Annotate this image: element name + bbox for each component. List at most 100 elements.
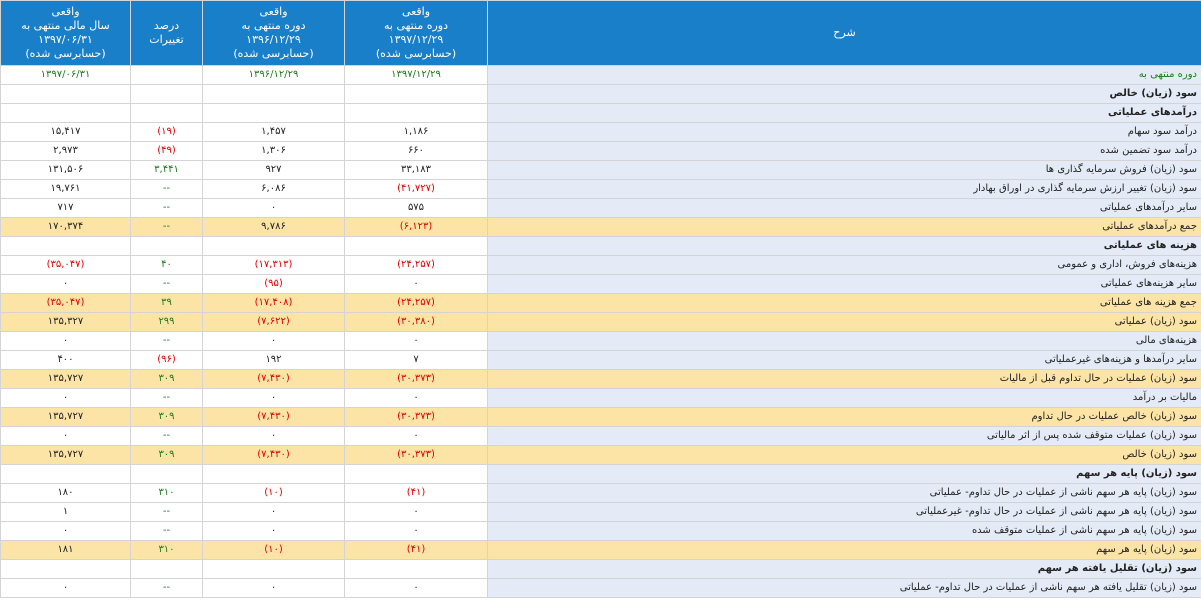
table-row: جمع هزینه های عملیاتی (۲۴,۲۵۷) (۱۷,۴۰۸) ۳۹(…: [0, 293, 1201, 313]
cell-change-percent: (۹۶): [130, 350, 203, 370]
cell-fiscal-year: ۱۳۱,۵۰۶: [0, 160, 131, 180]
cell-current-period: ۰: [344, 578, 488, 598]
row-label: سایر درآمدهای عملیاتی: [487, 198, 1201, 218]
header-line: ۱۳۹۷/۰۶/۳۱: [38, 33, 93, 46]
cell-fiscal-year: ۴۰۰: [0, 350, 131, 370]
cell-current-period: (۴۱): [344, 540, 488, 560]
cell-fiscal-year: ۱۸۱: [0, 540, 131, 560]
header-description[interactable]: شرح: [487, 0, 1201, 66]
table-row: سایر درآمدها و هزینه‌های غیرعملیاتی ۷ ۱۹۲(…: [0, 350, 1201, 370]
table-row: جمع درآمدهای عملیاتی (۶,۱۲۳) ۹,۷۸۶ -- ۱۷۰,۳۷…: [0, 217, 1201, 237]
cell-current-period: (۲۴,۲۵۷): [344, 293, 488, 313]
cell-current-period: ۷: [344, 350, 488, 370]
cell-current-period: ۰: [344, 426, 488, 446]
cell-change-percent: (۱۹): [130, 122, 203, 142]
header-change-percent[interactable]: درصد تغییرات: [130, 0, 203, 66]
table-row: مالیات بر درآمد ۰ ۰ -- ۰: [0, 388, 1201, 408]
cell-previous-period: ۱۳۹۶/۱۲/۲۹: [202, 65, 345, 85]
table-row: درآمد سود سهام ۱,۱۸۶ ۱,۴۵۷ (۱۹) ۱۵,۴۱۷: [0, 122, 1201, 142]
cell-fiscal-year: ۱: [0, 502, 131, 522]
table-row: سود (زیان) پایه هر سهم: [0, 464, 1201, 484]
row-label: سود (زیان) عملیاتی: [487, 312, 1201, 332]
header-line: (حسابرسی شده): [233, 47, 314, 60]
table-row: هزینه‌های مالی ۰ ۰ -- ۰: [0, 331, 1201, 351]
cell-current-period: ۱۳۹۷/۱۲/۲۹: [344, 65, 488, 85]
row-label: سایر درآمدها و هزینه‌های غیرعملیاتی: [487, 350, 1201, 370]
header-line: (حسابرسی شده): [25, 47, 106, 60]
cell-fiscal-year: [0, 559, 131, 579]
cell-fiscal-year: (۳۵,۰۴۷): [0, 255, 131, 275]
cell-previous-period: (۱۰): [202, 540, 345, 560]
row-label: سود (زیان) پایه هر سهم ناشی از عملیات مت…: [487, 521, 1201, 541]
cell-previous-period: ۰: [202, 502, 345, 522]
cell-current-period: ۵۷۵: [344, 198, 488, 218]
header-previous-period[interactable]: واقعی دوره منتهی به ۱۳۹۶/۱۲/۲۹ (حسابرسی …: [202, 0, 345, 66]
cell-previous-period: (۷,۴۳۰): [202, 445, 345, 465]
cell-previous-period: (۷,۶۲۲): [202, 312, 345, 332]
cell-previous-period: [202, 84, 345, 104]
cell-fiscal-year: ۱۳۵,۷۲۷: [0, 369, 131, 389]
table-row: درآمد سود تضمین شده ۶۶۰ ۱,۳۰۶ (۴۹) ۲,۹۷۳: [0, 141, 1201, 161]
cell-current-period: ۳۳,۱۸۳: [344, 160, 488, 180]
cell-previous-period: [202, 236, 345, 256]
table-row: سود (زیان) پایه هر سهم (۴۱) (۱۰) ۳۱۰ ۱۸۱: [0, 540, 1201, 560]
row-label: سود (زیان) خالص عملیات در حال تداوم: [487, 407, 1201, 427]
header-line: ۱۳۹۷/۱۲/۲۹: [388, 33, 444, 46]
row-label: هزینه‌های فروش، اداری و عمومی: [487, 255, 1201, 275]
header-line: تغییرات: [149, 33, 184, 46]
row-label: جمع هزینه های عملیاتی: [487, 293, 1201, 313]
header-line: دوره منتهی به: [383, 19, 448, 32]
table-row: سود (زیان) فروش سرمایه گذاری ها ۳۳,۱۸۳ ۹۲۷…: [0, 160, 1201, 180]
cell-fiscal-year: (۳۵,۰۴۷): [0, 293, 131, 313]
cell-fiscal-year: ۱۷۰,۳۷۴: [0, 217, 131, 237]
cell-current-period: (۶,۱۲۳): [344, 217, 488, 237]
table-row: سود (زیان) تغییر ارزش سرمایه گذاری در او…: [0, 179, 1201, 199]
cell-previous-period: ۰: [202, 388, 345, 408]
cell-change-percent: --: [130, 426, 203, 446]
header-line: ۱۳۹۶/۱۲/۲۹: [246, 33, 301, 46]
row-label: سود (زیان) پایه هر سهم: [487, 464, 1201, 484]
cell-current-period: (۴۱): [344, 483, 488, 503]
table-row: سایر درآمدهای عملیاتی ۵۷۵ ۰ -- ۷۱۷: [0, 198, 1201, 218]
header-fiscal-year[interactable]: واقعی سال مالی منتهی به ۱۳۹۷/۰۶/۳۱ (حساب…: [0, 0, 131, 66]
cell-previous-period: ۰: [202, 521, 345, 541]
cell-fiscal-year: ۰: [0, 388, 131, 408]
cell-change-percent: --: [130, 521, 203, 541]
table-row: سود (زیان) عملیاتی (۳۰,۳۸۰) (۷,۶۲۲) ۲۹۹ ۱۳۵,…: [0, 312, 1201, 332]
cell-current-period: (۲۴,۲۵۷): [344, 255, 488, 275]
table-body: دوره منتهی به ۱۳۹۷/۱۲/۲۹ ۱۳۹۶/۱۲/۲۹ ۱۳۹۷/۰۶…: [0, 65, 1201, 598]
cell-fiscal-year: ۰: [0, 426, 131, 446]
table-row: سود (زیان) پایه هر سهم ناشی از عملیات در…: [0, 483, 1201, 503]
row-label: هزینه های عملیاتی: [487, 236, 1201, 256]
cell-previous-period: ۱,۴۵۷: [202, 122, 345, 142]
cell-current-period: (۳۰,۳۷۳): [344, 445, 488, 465]
row-label: جمع درآمدهای عملیاتی: [487, 217, 1201, 237]
cell-previous-period: (۱۷,۳۱۳): [202, 255, 345, 275]
cell-previous-period: ۰: [202, 198, 345, 218]
cell-change-percent: [130, 84, 203, 104]
row-label: سود (زیان) تقلیل یافته هر سهم ناشی از عم…: [487, 578, 1201, 598]
header-line: دوره منتهی به: [241, 19, 306, 32]
cell-change-percent: --: [130, 502, 203, 522]
cell-change-percent: --: [130, 179, 203, 199]
header-current-period[interactable]: واقعی دوره منتهی به ۱۳۹۷/۱۲/۲۹ (حسابرسی …: [344, 0, 488, 66]
cell-previous-period: (۷,۴۳۰): [202, 369, 345, 389]
cell-change-percent: ۳۰۹: [130, 369, 203, 389]
table-row: درآمدهای عملیاتی: [0, 103, 1201, 123]
cell-previous-period: ۰: [202, 426, 345, 446]
cell-current-period: [344, 464, 488, 484]
table-row: سود (زیان) پایه هر سهم ناشی از عملیات در…: [0, 502, 1201, 522]
cell-current-period: ۰: [344, 274, 488, 294]
cell-previous-period: ۹۲۷: [202, 160, 345, 180]
cell-previous-period: ۱,۳۰۶: [202, 141, 345, 161]
cell-change-percent: --: [130, 578, 203, 598]
cell-change-percent: ۲۹۹: [130, 312, 203, 332]
cell-change-percent: [130, 464, 203, 484]
cell-previous-period: ۹,۷۸۶: [202, 217, 345, 237]
table-row: سود (زیان) عملیات متوقف شده پس از اثر ما…: [0, 426, 1201, 446]
table-row: سود (زیان) پایه هر سهم ناشی از عملیات مت…: [0, 521, 1201, 541]
header-line: واقعی: [401, 5, 431, 18]
table-row: سود (زیان) خالص (۳۰,۳۷۳) (۷,۴۳۰) ۳۰۹ ۱۳۵,۷۲۷: [0, 445, 1201, 465]
table-header-row: شرح واقعی دوره منتهی به ۱۳۹۷/۱۲/۲۹ (حساب…: [0, 0, 1201, 66]
cell-previous-period: ۱۹۲: [202, 350, 345, 370]
